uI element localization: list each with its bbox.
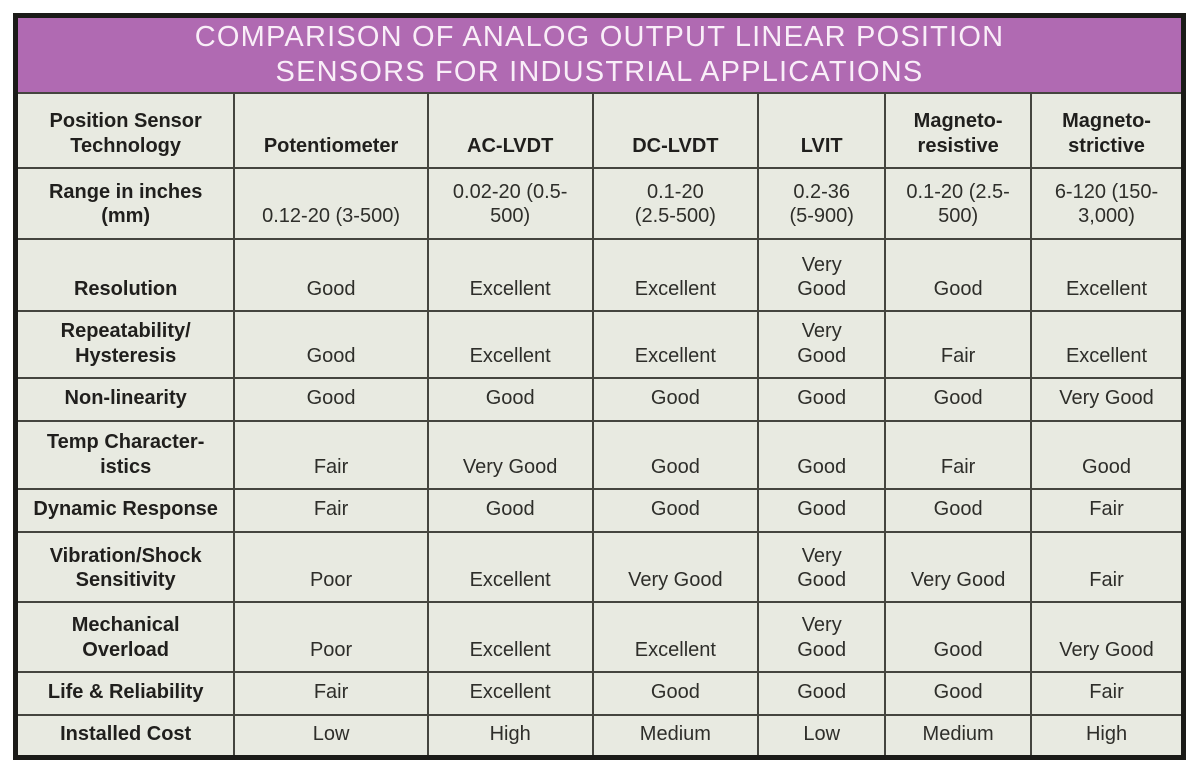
value-cell: Good [757, 419, 887, 491]
row-label-range: Range in inches (mm) [18, 167, 236, 240]
value-cell: Good [884, 377, 1033, 422]
column-header-magneto-strictive: Magneto- strictive [1030, 94, 1181, 169]
value-cell: Fair [233, 671, 429, 716]
value-cell: Fair [233, 488, 429, 533]
value-cell: Good [884, 601, 1033, 674]
value-cell: Good [426, 488, 594, 533]
value-cell: Good [757, 671, 887, 716]
value-cell: Excellent [1030, 310, 1181, 380]
table-row-life-reliability: Life & Reliability Fair Excellent Good G… [18, 671, 1181, 716]
value-cell: Very Good [757, 601, 887, 674]
title-banner: COMPARISON OF ANALOG OUTPUT LINEAR POSIT… [18, 18, 1181, 94]
value-cell: Good [757, 377, 887, 422]
title-line-2: SENSORS FOR INDUSTRIAL APPLICATIONS [275, 56, 924, 88]
value-cell: 0.12-20 (3-500) [233, 167, 429, 240]
row-label-mechanical-overload: Mechanical Overload [18, 601, 236, 674]
value-cell: Good [233, 377, 429, 422]
value-cell: High [426, 713, 594, 755]
column-header-potentiometer: Potentiometer [233, 94, 429, 169]
column-header-dc-lvdt: DC-LVDT [591, 94, 760, 169]
value-cell: Good [1030, 419, 1181, 491]
value-cell: Excellent [426, 601, 594, 674]
value-cell: Good [884, 671, 1033, 716]
value-cell: Good [591, 419, 760, 491]
value-cell: Excellent [426, 530, 594, 604]
table-frame: COMPARISON OF ANALOG OUTPUT LINEAR POSIT… [13, 13, 1186, 760]
value-cell: Good [591, 377, 760, 422]
row-label-life-reliability: Life & Reliability [18, 671, 236, 716]
value-cell: Excellent [1030, 237, 1181, 313]
value-cell: Good [884, 488, 1033, 533]
value-cell: 0.1-20 (2.5-500) [591, 167, 760, 240]
header-row: Position Sensor Technology Potentiometer… [18, 94, 1181, 169]
value-cell: Very Good [426, 419, 594, 491]
value-cell: Good [591, 488, 760, 533]
value-cell: Good [591, 671, 760, 716]
value-cell: Fair [884, 419, 1033, 491]
value-cell: Medium [591, 713, 760, 755]
row-label-vibration-shock: Vibration/Shock Sensitivity [18, 530, 236, 604]
value-cell: Excellent [591, 601, 760, 674]
row-label-dynamic-response: Dynamic Response [18, 488, 236, 533]
value-cell: Good [426, 377, 594, 422]
value-cell: Good [757, 488, 887, 533]
value-cell: 0.02-20 (0.5- 500) [426, 167, 594, 240]
value-cell: Very Good [757, 530, 887, 604]
value-cell: Very Good [884, 530, 1033, 604]
value-cell: 6-120 (150- 3,000) [1030, 167, 1181, 240]
value-cell: Medium [884, 713, 1033, 755]
value-cell: Poor [233, 530, 429, 604]
table-row-dynamic-response: Dynamic Response Fair Good Good Good Goo… [18, 488, 1181, 533]
value-cell: Poor [233, 601, 429, 674]
table-row-non-linearity: Non-linearity Good Good Good Good Good V… [18, 377, 1181, 422]
row-label-repeatability: Repeatability/ Hysteresis [18, 310, 236, 380]
value-cell: Excellent [591, 310, 760, 380]
value-cell: Good [884, 237, 1033, 313]
value-cell: Fair [1030, 671, 1181, 716]
value-cell: Very Good [591, 530, 760, 604]
table-row-repeatability: Repeatability/ Hysteresis Good Excellent… [18, 310, 1181, 380]
value-cell: High [1030, 713, 1181, 755]
row-label-temp-characteristics: Temp Character- istics [18, 419, 236, 491]
corner-header-cell: Position Sensor Technology [18, 94, 236, 169]
value-cell: Very Good [757, 237, 887, 313]
comparison-table: Position Sensor Technology Potentiometer… [18, 94, 1181, 755]
value-cell: Excellent [591, 237, 760, 313]
value-cell: Low [233, 713, 429, 755]
column-header-magneto-resistive: Magneto- resistive [884, 94, 1033, 169]
table-row-range: Range in inches (mm) 0.12-20 (3-500) 0.0… [18, 167, 1181, 240]
table-row-vibration-shock: Vibration/Shock Sensitivity Poor Excelle… [18, 530, 1181, 604]
value-cell: Good [233, 310, 429, 380]
value-cell: Excellent [426, 671, 594, 716]
value-cell: Fair [1030, 488, 1181, 533]
column-header-lvit: LVIT [757, 94, 887, 169]
row-label-resolution: Resolution [18, 237, 236, 313]
value-cell: Fair [233, 419, 429, 491]
value-cell: Good [233, 237, 429, 313]
value-cell: Low [757, 713, 887, 755]
value-cell: Fair [1030, 530, 1181, 604]
table-row-installed-cost: Installed Cost Low High Medium Low Mediu… [18, 713, 1181, 755]
value-cell: Excellent [426, 237, 594, 313]
table-row-mechanical-overload: Mechanical Overload Poor Excellent Excel… [18, 601, 1181, 674]
row-label-installed-cost: Installed Cost [18, 713, 236, 755]
title-line-1: COMPARISON OF ANALOG OUTPUT LINEAR POSIT… [194, 20, 1005, 53]
value-cell: 0.2-36 (5-900) [757, 167, 887, 240]
value-cell: Very Good [757, 310, 887, 380]
value-cell: Fair [884, 310, 1033, 380]
value-cell: Excellent [426, 310, 594, 380]
value-cell: Very Good [1030, 377, 1181, 422]
value-cell: 0.1-20 (2.5- 500) [884, 167, 1033, 240]
column-header-ac-lvdt: AC-LVDT [426, 94, 594, 169]
value-cell: Very Good [1030, 601, 1181, 674]
table-row-temp-characteristics: Temp Character- istics Fair Very Good Go… [18, 419, 1181, 491]
row-label-non-linearity: Non-linearity [18, 377, 236, 422]
table-row-resolution: Resolution Good Excellent Excellent Very… [18, 237, 1181, 313]
